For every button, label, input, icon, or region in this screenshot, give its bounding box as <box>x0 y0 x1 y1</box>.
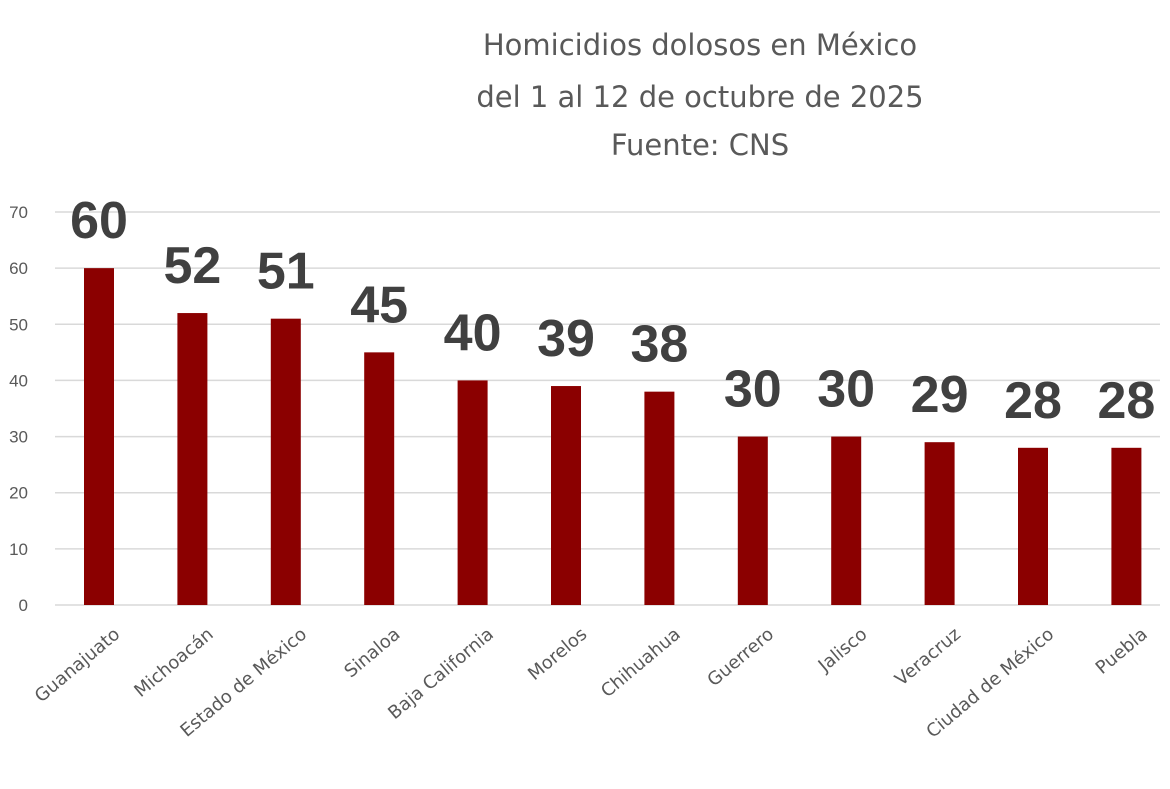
data-label: 38 <box>630 316 688 374</box>
x-category-label: Chihuahua <box>597 624 685 702</box>
data-label: 30 <box>724 361 782 419</box>
x-category-label: Guerrero <box>704 624 778 691</box>
bar <box>551 386 581 605</box>
bar <box>831 436 862 605</box>
data-label: 45 <box>350 276 408 334</box>
data-label: 29 <box>911 366 969 424</box>
x-category-label: Morelos <box>524 624 591 685</box>
bar <box>1018 447 1048 605</box>
bar <box>737 436 768 605</box>
bar <box>1111 447 1142 605</box>
chart-title-line-1: Homicidios dolosos en México <box>483 28 917 62</box>
data-label: 28 <box>1097 372 1155 430</box>
x-category-label: Guanajuato <box>31 624 124 707</box>
data-label: 39 <box>537 310 595 368</box>
chart-title-line-3: Fuente: CNS <box>611 128 789 162</box>
x-category-label: Michoacán <box>130 624 217 702</box>
y-tick-label: 20 <box>9 484 28 503</box>
x-category-label: Puebla <box>1092 624 1152 679</box>
y-tick-label: 60 <box>9 259 28 278</box>
data-label: 28 <box>1004 372 1062 430</box>
y-tick-label: 0 <box>19 596 28 615</box>
x-category-label: Sinaloa <box>340 624 404 682</box>
bar <box>457 380 488 605</box>
data-label: 30 <box>817 361 875 419</box>
data-label: 51 <box>257 243 315 301</box>
bar <box>924 442 955 605</box>
y-tick-label: 50 <box>9 315 28 334</box>
x-category-label: Veracruz <box>891 624 965 691</box>
bar <box>84 268 114 605</box>
data-label: 52 <box>163 237 221 295</box>
y-tick-label: 70 <box>9 203 28 222</box>
bar <box>270 318 301 605</box>
x-category-label: Jalisco <box>814 624 872 677</box>
y-tick-label: 40 <box>9 371 28 390</box>
data-label: 60 <box>70 192 128 250</box>
y-tick-label: 10 <box>9 540 28 559</box>
chart-title-line-2: del 1 al 12 de octubre de 2025 <box>476 80 923 114</box>
chart-title: Homicidios dolosos en México del 1 al 12… <box>476 28 923 162</box>
y-tick-label: 30 <box>9 428 28 447</box>
bar <box>644 391 675 605</box>
bar <box>364 352 395 605</box>
bar <box>177 313 208 605</box>
data-label: 40 <box>444 304 502 362</box>
